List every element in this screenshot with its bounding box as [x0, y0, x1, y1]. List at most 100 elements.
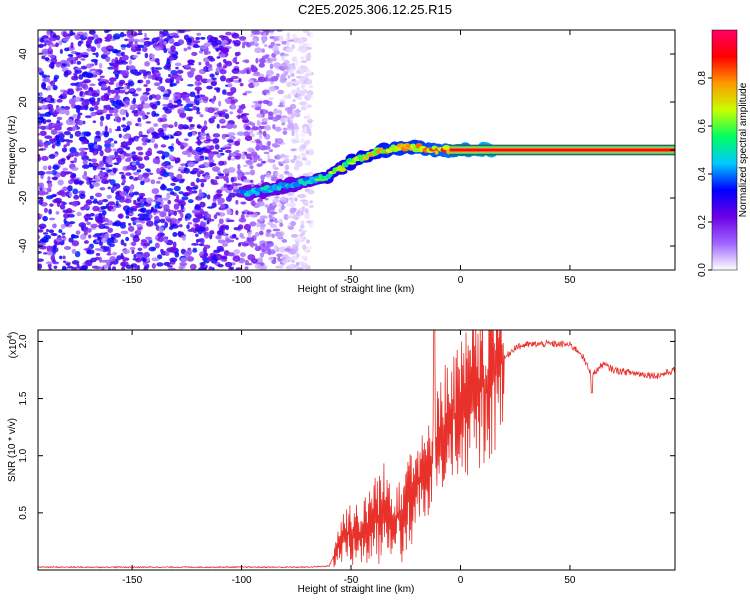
- x-tick-label: -100: [232, 575, 252, 586]
- noise-speck: [197, 192, 204, 198]
- noise-speck: [143, 257, 147, 262]
- noise-speck: [235, 210, 239, 216]
- figure-title: C2E5.2025.306.12.25.R15: [298, 2, 452, 17]
- noise-speck: [43, 207, 48, 213]
- noise-speck: [203, 57, 210, 63]
- noise-speck: [48, 217, 56, 221]
- noise-speck: [293, 128, 299, 134]
- noise-speck: [38, 141, 44, 148]
- noise-speck: [273, 244, 279, 251]
- noise-speck: [287, 123, 295, 129]
- noise-speck: [273, 50, 280, 55]
- noise-speck: [286, 32, 291, 39]
- noise-speck: [48, 37, 57, 42]
- noise-speck: [265, 232, 273, 238]
- noise-speck: [73, 178, 80, 185]
- noise-speck: [74, 34, 80, 39]
- noise-speck: [129, 246, 136, 250]
- noise-speck: [187, 221, 193, 225]
- noise-speck: [187, 132, 193, 137]
- noise-speck: [80, 206, 86, 211]
- noise-speck: [176, 194, 180, 201]
- noise-speck: [304, 212, 311, 220]
- noise-speck: [218, 160, 225, 166]
- noise-speck: [131, 249, 135, 255]
- noise-speck: [136, 52, 141, 55]
- noise-speck: [216, 123, 220, 129]
- noise-speck: [153, 113, 160, 117]
- noise-speck: [144, 61, 150, 67]
- noise-speck: [209, 162, 214, 168]
- noise-speck: [80, 65, 88, 70]
- noise-speck: [63, 246, 72, 250]
- noise-speck: [183, 167, 188, 172]
- noise-speck: [182, 192, 189, 197]
- noise-speck: [61, 232, 66, 235]
- noise-speck: [96, 218, 104, 224]
- noise-speck: [86, 131, 91, 137]
- noise-speck: [177, 217, 183, 222]
- noise-speck: [95, 192, 103, 198]
- noise-speck: [175, 78, 179, 82]
- noise-speck: [289, 80, 293, 87]
- noise-speck: [214, 144, 220, 150]
- noise-speck: [216, 56, 221, 59]
- noise-speck: [169, 33, 175, 37]
- colorbar: 0.0 0.2 0.4 0.6 0.8 Normalized spectral ampl…: [697, 29, 749, 277]
- noise-speck: [291, 74, 295, 77]
- noise-speck: [284, 247, 291, 252]
- noise-speck: [47, 85, 52, 91]
- noise-speck: [161, 183, 166, 190]
- noise-speck: [171, 143, 175, 146]
- spectrogram-marks: [38, 30, 675, 270]
- noise-speck: [154, 67, 163, 70]
- noise-speck: [105, 56, 111, 62]
- noise-speck: [108, 127, 112, 134]
- noise-speck: [176, 69, 184, 74]
- noise-speck: [51, 176, 59, 180]
- noise-speck: [305, 150, 310, 155]
- noise-speck: [278, 208, 283, 213]
- noise-speck: [112, 266, 117, 270]
- noise-speck: [159, 30, 163, 35]
- noise-speck: [250, 64, 255, 70]
- noise-speck: [132, 103, 138, 109]
- noise-speck: [167, 218, 173, 223]
- noise-speck: [170, 45, 176, 52]
- noise-speck: [200, 237, 205, 245]
- colorbar-tick-label: 0.6: [697, 119, 708, 133]
- noise-speck: [101, 266, 105, 270]
- noise-speck: [237, 107, 242, 114]
- noise-speck: [229, 266, 235, 270]
- noise-speck: [300, 144, 307, 150]
- noise-speck: [225, 78, 232, 83]
- noise-speck: [252, 81, 260, 87]
- noise-speck: [122, 127, 128, 133]
- noise-speck: [131, 162, 137, 166]
- noise-speck: [42, 118, 47, 125]
- noise-speck: [264, 197, 269, 201]
- noise-speck: [113, 140, 118, 144]
- noise-speck: [279, 66, 286, 71]
- noise-speck: [221, 133, 227, 140]
- noise-speck: [108, 109, 114, 114]
- y-tick-label: -20: [18, 190, 29, 205]
- noise-speck: [208, 152, 215, 158]
- noise-speck: [273, 62, 282, 69]
- noise-speck: [132, 236, 140, 243]
- noise-speck: [123, 242, 127, 247]
- noise-speck: [83, 32, 88, 38]
- noise-speck: [225, 60, 233, 67]
- noise-speck: [79, 91, 83, 97]
- noise-speck: [114, 220, 122, 227]
- noise-speck: [38, 67, 43, 73]
- noise-speck: [249, 165, 254, 169]
- noise-speck: [258, 57, 266, 64]
- noise-speck: [46, 195, 54, 200]
- noise-speck: [76, 211, 82, 217]
- noise-speck: [178, 209, 182, 215]
- noise-speck: [278, 161, 282, 165]
- ridge-core: [442, 145, 451, 151]
- noise-speck: [50, 129, 58, 135]
